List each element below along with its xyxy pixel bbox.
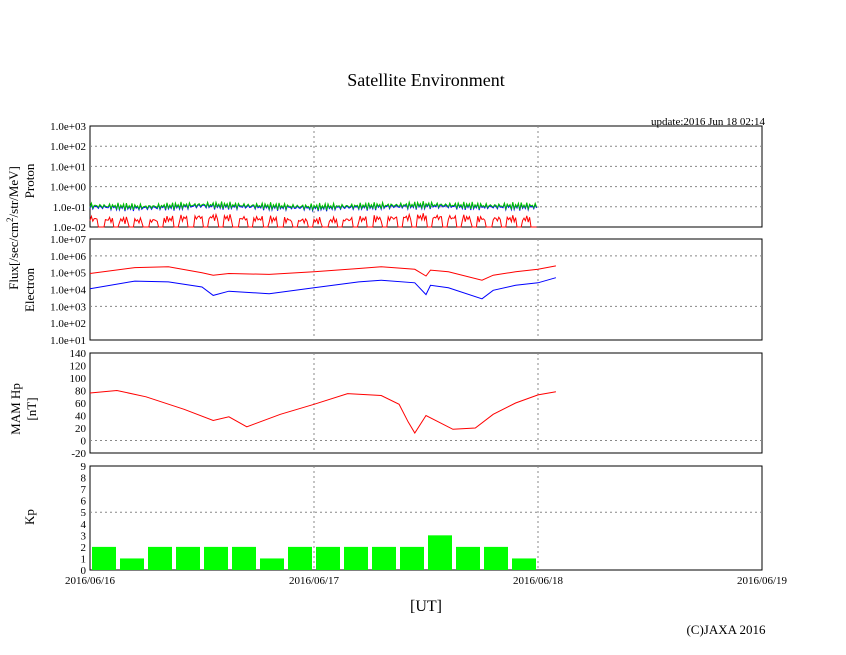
panel-frame-1 [89, 238, 763, 341]
electron-tick-label: 1.0e+06 [50, 251, 86, 263]
proton-tick-label: 1.0e-02 [53, 222, 86, 234]
proton-ch3-line [89, 212, 537, 228]
electron-tick-label: 1.0e+04 [50, 285, 86, 297]
panel-frame-3 [89, 465, 763, 571]
proton-tick-label: 1.0e-01 [53, 202, 86, 214]
mam-hp-axis-label: MAM Hp [8, 383, 23, 435]
flux-axis-label: Flux[/sec/cm2/str/MeV] [5, 166, 21, 290]
kp-bar [428, 535, 452, 570]
kp-bar [372, 546, 396, 570]
kp-bar [92, 546, 116, 570]
electron-tick-label: 1.0e+02 [50, 318, 86, 330]
kp-bar [484, 546, 508, 570]
electron-tick-label: 1.0e+01 [50, 335, 86, 347]
kp-tick-label: 6 [81, 496, 87, 508]
kp-tick-label: 4 [81, 519, 87, 531]
kp-tick-label: 3 [81, 530, 87, 542]
mam-hp-tick-label: 80 [75, 386, 87, 398]
electron-low-line [89, 277, 557, 300]
kp-bar [344, 546, 368, 570]
kp-bar [456, 546, 480, 570]
mam-hp-line [89, 389, 556, 434]
proton-ch2-line [89, 200, 538, 212]
kp-bar [176, 546, 200, 570]
kp-bar [232, 546, 256, 570]
kp-tick-label: 5 [81, 507, 87, 519]
kp-bar [204, 546, 228, 570]
kp-bar [260, 558, 284, 570]
kp-bar [512, 558, 536, 570]
mam-hp-tick-label: 20 [75, 423, 87, 435]
electron-axis-label: Electron [22, 267, 37, 312]
kp-tick-label: 8 [81, 473, 87, 485]
x-tick-label: 2016/06/17 [289, 575, 340, 587]
copyright: (C)JAXA 2016 [686, 622, 766, 637]
kp-axis-label: Kp [22, 509, 37, 525]
proton-tick-label: 1.0e+01 [50, 161, 86, 173]
panel-frame-0 [89, 125, 763, 228]
kp-bar [316, 546, 340, 570]
x-tick-label: 2016/06/16 [65, 575, 116, 587]
electron-high-line [89, 265, 556, 281]
update-timestamp: update:2016 Jun 18 02:14 [651, 116, 765, 128]
x-axis-label: [UT] [410, 598, 442, 615]
kp-tick-label: 2 [81, 542, 87, 554]
mam-hp-tick-label: 100 [70, 373, 87, 385]
mam-hp-tick-label: 120 [70, 361, 87, 373]
panel-frame-2 [89, 352, 763, 454]
x-tick-label: 2016/06/18 [513, 575, 564, 587]
mam-hp-tick-label: 140 [70, 348, 87, 360]
x-tick-label: 2016/06/19 [737, 575, 788, 587]
kp-tick-label: 1 [81, 553, 87, 565]
panels: 1.0e-02 1.0e-01 1.0e+00 1.0e+01 1.0e+02 1.0e+… [50, 121, 787, 587]
electron-tick-label: 1.0e+07 [50, 234, 86, 246]
chart-title: Satellite Environment [347, 70, 504, 90]
kp-bar [148, 546, 172, 570]
kp-bar [120, 558, 144, 570]
electron-tick-label: 1.0e+05 [50, 268, 86, 280]
mam-hp-tick-label: -20 [71, 448, 86, 460]
kp-tick-label: 9 [81, 461, 87, 473]
kp-tick-label: 0 [81, 565, 87, 577]
mam-hp-tick-label: 60 [75, 398, 87, 410]
electron-tick-label: 1.0e+03 [50, 301, 86, 313]
proton-tick-label: 1.0e+03 [50, 121, 86, 133]
kp-bar [288, 546, 312, 570]
kp-bar [400, 546, 424, 570]
mam-hp-unit-label: [nT] [24, 397, 39, 420]
proton-axis-label: Proton [22, 163, 37, 198]
mam-hp-tick-label: 0 [81, 436, 87, 448]
proton-tick-label: 1.0e+02 [50, 141, 86, 153]
kp-tick-label: 7 [81, 484, 87, 496]
mam-hp-tick-label: 40 [75, 411, 87, 423]
proton-tick-label: 1.0e+00 [50, 182, 86, 194]
